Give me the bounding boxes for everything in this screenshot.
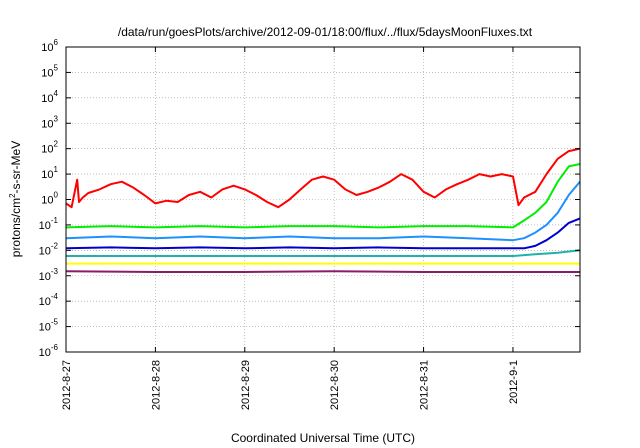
x-tick-label: 2012-8-28 [150,360,162,410]
series-line-0 [65,147,581,209]
y-tick-label: 10-2 [39,241,59,257]
x-tick-label: 2012-8-29 [240,360,252,410]
series-line-4 [66,249,581,257]
y-tick-label-base: 10 [39,245,51,257]
y-tick-label: 106 [41,38,58,54]
y-tick-label-exp: 0 [54,191,59,200]
series-line-6 [65,270,580,273]
y-tick-label-exp: 4 [54,89,59,98]
x-axis-label: Coordinated Universal Time (UTC) [231,431,415,445]
data-series [65,147,581,273]
y-tick-label: 10-3 [39,267,59,283]
y-tick-label-exp: -6 [51,343,59,352]
plot-frame [65,46,581,353]
y-tick-label: 103 [41,114,58,130]
y-tick-label: 102 [41,140,58,156]
x-tick-label: 2012-9-1 [508,360,520,404]
y-tick-label-exp: 1 [54,165,59,174]
y-tick-label-exp: 5 [54,63,59,72]
y-tick-label-base: 10 [41,118,53,130]
y-axis-label: protons/cm2-s-sr-MeV [8,141,23,257]
series-line-2 [65,181,581,242]
y-tick-label: 104 [41,89,58,105]
series-line-1 [65,163,581,229]
y-tick-label: 10-4 [39,292,59,308]
series-line-3 [65,217,581,250]
chart-title: /data/run/goesPlots/archive/2012-09-01/1… [118,25,533,39]
y-tick-label: 10-6 [39,343,59,359]
y-axis-ticks: 10-610-510-410-310-210-11001011021031041… [39,38,580,359]
y-tick-label-exp: -2 [51,241,59,250]
y-tick-label-base: 10 [41,169,53,181]
x-tick-label: 2012-8-30 [329,360,341,410]
y-tick-label-exp: 2 [54,140,59,149]
y-tick-label-exp: -4 [51,292,59,301]
y-tick-label-base: 10 [41,93,53,105]
grid-lines [66,47,580,352]
y-tick-label-base: 10 [39,296,51,308]
y-tick-label-base: 10 [39,322,51,334]
y-tick-label-base: 10 [41,42,53,54]
y-tick-label-exp: -3 [51,267,59,276]
y-tick-label: 10-5 [39,318,59,334]
y-tick-label: 105 [41,63,58,79]
y-tick-label-base: 10 [41,144,53,156]
y-tick-label-exp: -5 [51,318,59,327]
y-tick-label-base: 10 [39,220,51,232]
y-tick-label-base: 10 [39,347,51,359]
y-tick-label: 101 [41,165,58,181]
y-tick-label-base: 10 [41,195,53,207]
y-tick-label-exp: 3 [54,114,59,123]
y-axis-label-rest: -s-sr-MeV [9,141,23,194]
y-tick-label-base: 10 [39,271,51,283]
x-tick-label: 2012-8-27 [61,360,73,410]
y-tick-label: 100 [41,191,58,207]
y-tick-label-base: 10 [41,67,53,79]
x-axis-ticks: 2012-8-27 2012-8-28 2012-8-29 2012-8-30 2012… [61,47,520,410]
x-tick-label: 2012-8-31 [419,360,431,410]
y-axis-label-base: protons/cm [9,198,23,257]
y-tick-label-exp: -1 [51,216,59,225]
y-tick-label: 10-1 [39,216,59,232]
y-axis-label-sup: 2 [8,193,17,198]
y-tick-label-exp: 6 [54,38,59,47]
